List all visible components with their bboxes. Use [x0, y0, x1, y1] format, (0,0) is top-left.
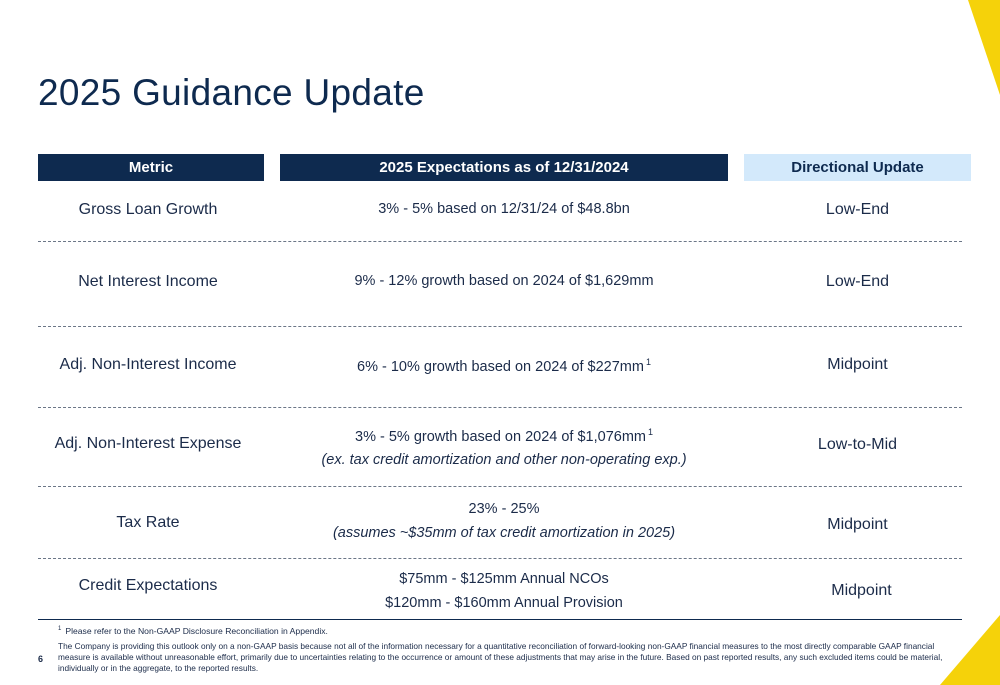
- header-metric: Metric: [38, 154, 264, 181]
- row-5-expectation: 23% - 25% (assumes ~$35mm of tax credit …: [280, 496, 728, 546]
- row-3-expectation-line1: 6% - 10% growth based on 2024 of $227mm: [357, 358, 644, 375]
- row-4-metric: Adj. Non-Interest Expense: [54, 435, 242, 452]
- page-number: 6: [38, 654, 44, 664]
- disclaimer-text: The Company is providing this outlook on…: [58, 641, 943, 673]
- row-1-expectation-line1: 3% - 5% based on 12/31/24 of $48.8bn: [378, 201, 630, 217]
- row-4-footnote-marker: 1: [647, 426, 653, 437]
- row-5-expectation-line2: (assumes ~$35mm of tax credit amortizati…: [332, 525, 676, 541]
- row-4-direction: Low-to-Mid: [817, 436, 898, 453]
- row-divider: [38, 407, 962, 408]
- row-6-expectation-line1: $75mm - $125mm Annual NCOs: [399, 571, 609, 587]
- row-6-metric: Credit Expectations: [78, 577, 218, 594]
- row-4-expectation: 3% - 5% growth based on 2024 of $1,076mm…: [280, 421, 728, 471]
- row-1-metric: Gross Loan Growth: [78, 201, 218, 218]
- row-3-footnote-marker: 1: [645, 356, 651, 367]
- footnote-text: Please refer to the Non-GAAP Disclosure …: [65, 626, 328, 636]
- row-4-expectation-line2: (ex. tax credit amortization and other n…: [321, 452, 687, 469]
- row-5-expectation-line1: 23% - 25%: [468, 501, 540, 517]
- footnote-mark: 1: [58, 626, 62, 633]
- yellow-accent-top: [968, 0, 1000, 95]
- row-1-direction: Low-End: [825, 201, 890, 218]
- row-divider: [38, 241, 962, 242]
- row-4-expectation-line1-wrap: 3% - 5% growth based on 2024 of $1,076mm…: [355, 420, 653, 449]
- row-divider: [38, 486, 962, 487]
- header-expectations: 2025 Expectations as of 12/31/2024: [280, 154, 728, 181]
- row-6-expectation-line2: $120mm - $160mm Annual Provision: [385, 595, 623, 611]
- row-divider: [38, 558, 962, 559]
- row-1-expectation: 3% - 5% based on 12/31/24 of $48.8bn: [280, 196, 728, 222]
- yellow-accent-bottom: [940, 615, 1000, 685]
- row-3-expectation-line1-wrap: 6% - 10% growth based on 2024 of $227mm 1: [357, 350, 651, 379]
- row-2-direction: Low-End: [825, 273, 890, 290]
- row-divider: [38, 326, 962, 327]
- footnote: 1 Please refer to the Non-GAAP Disclosure…: [58, 626, 328, 636]
- row-6-expectation: $75mm - $125mm Annual NCOs $120mm - $160…: [280, 566, 728, 616]
- table-bottom-rule: [38, 619, 962, 620]
- row-4-expectation-line1: 3% - 5% growth based on 2024 of $1,076mm: [355, 428, 646, 445]
- row-5-direction: Midpoint: [827, 516, 888, 533]
- row-6-direction: Midpoint: [831, 582, 892, 599]
- row-2-expectation-line1: 9% - 12% growth based on 2024 of $1,629m…: [354, 273, 654, 289]
- row-5-metric: Tax Rate: [116, 514, 180, 531]
- row-3-metric: Adj. Non-Interest Income: [59, 356, 237, 373]
- row-3-expectation: 6% - 10% growth based on 2024 of $227mm 1: [280, 351, 728, 377]
- row-3-direction: Midpoint: [827, 356, 888, 373]
- header-directional-update: Directional Update: [744, 154, 971, 181]
- row-2-expectation: 9% - 12% growth based on 2024 of $1,629m…: [280, 268, 728, 294]
- page-title: 2025 Guidance Update: [38, 72, 425, 113]
- row-2-metric: Net Interest Income: [78, 273, 218, 290]
